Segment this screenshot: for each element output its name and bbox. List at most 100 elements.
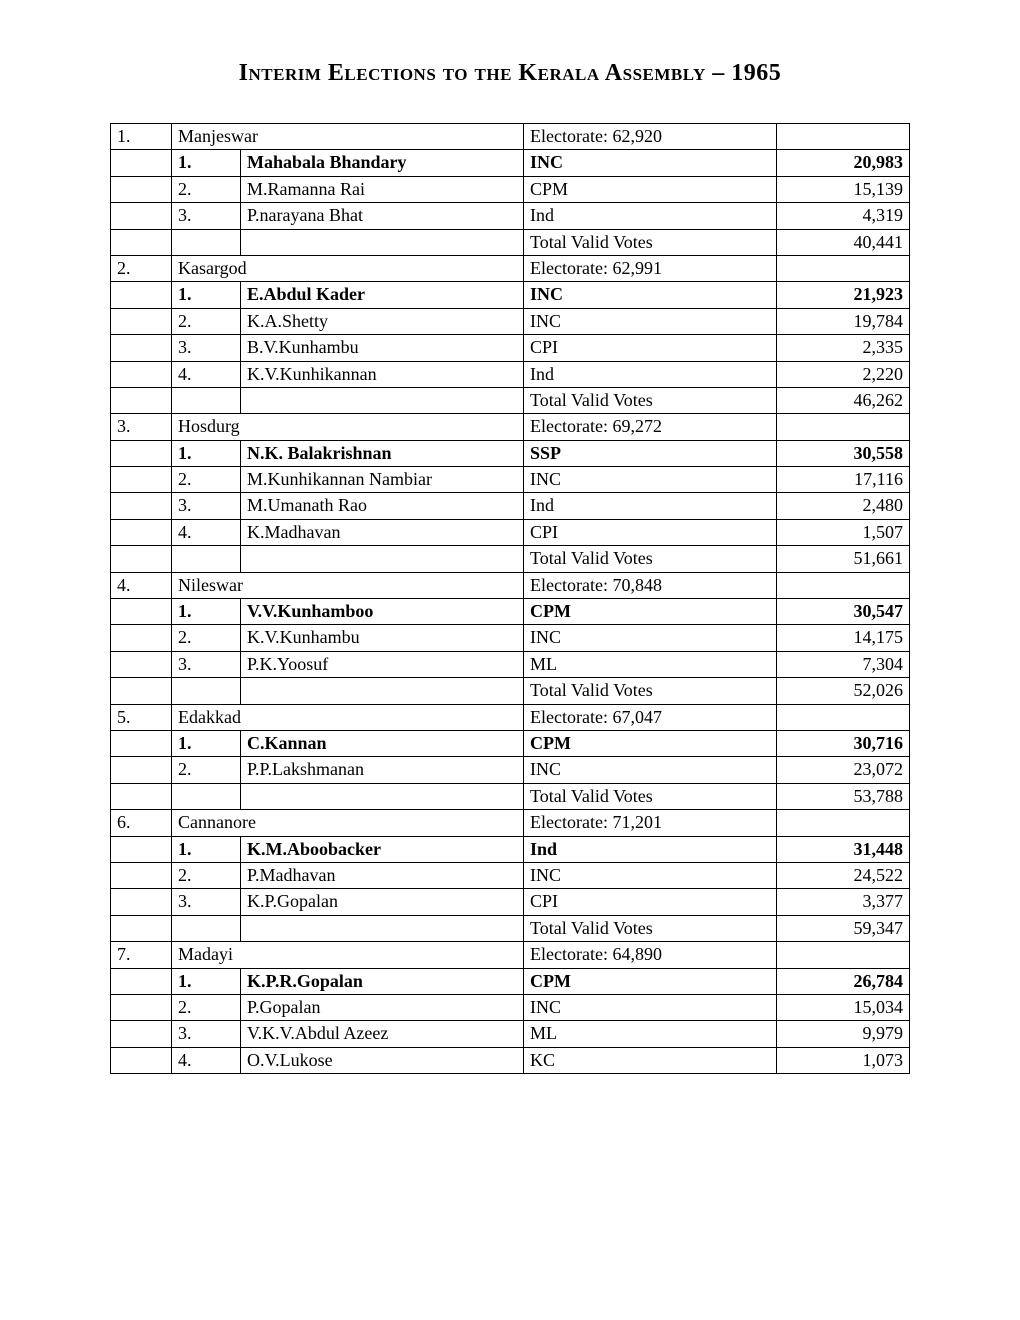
candidate-rank: 4. — [172, 1047, 241, 1073]
candidate-party: CPM — [524, 968, 777, 994]
candidate-name: K.A.Shetty — [241, 308, 524, 334]
candidate-row: 4.O.V.LukoseKC1,073 — [111, 1047, 910, 1073]
candidate-name: K.M.Aboobacker — [241, 836, 524, 862]
candidate-votes: 20,983 — [777, 150, 910, 176]
candidate-votes: 1,507 — [777, 519, 910, 545]
candidate-party: KC — [524, 1047, 777, 1073]
candidate-name: V.V.Kunhamboo — [241, 599, 524, 625]
candidate-party: Ind — [524, 836, 777, 862]
candidate-row: 1.K.P.R.GopalanCPM26,784 — [111, 968, 910, 994]
tvv-label: Total Valid Votes — [524, 915, 777, 941]
total-valid-votes-row: Total Valid Votes46,262 — [111, 387, 910, 413]
candidate-votes: 15,034 — [777, 994, 910, 1020]
candidate-party: INC — [524, 150, 777, 176]
tvv-label: Total Valid Votes — [524, 546, 777, 572]
candidate-votes: 3,377 — [777, 889, 910, 915]
candidate-row: 1.C.KannanCPM30,716 — [111, 730, 910, 756]
candidate-votes: 4,319 — [777, 203, 910, 229]
candidate-votes: 26,784 — [777, 968, 910, 994]
candidate-rank: 1. — [172, 150, 241, 176]
tvv-value: 51,661 — [777, 546, 910, 572]
candidate-name: P.Gopalan — [241, 994, 524, 1020]
constituency-number: 2. — [111, 255, 172, 281]
candidate-party: CPI — [524, 889, 777, 915]
candidate-votes: 9,979 — [777, 1021, 910, 1047]
candidate-votes: 17,116 — [777, 467, 910, 493]
candidate-party: CPI — [524, 335, 777, 361]
candidate-rank: 2. — [172, 176, 241, 202]
candidate-row: 1.E.Abdul KaderINC21,923 — [111, 282, 910, 308]
candidate-party: INC — [524, 862, 777, 888]
constituency-number: 3. — [111, 414, 172, 440]
candidate-rank: 1. — [172, 440, 241, 466]
tvv-value: 46,262 — [777, 387, 910, 413]
candidate-votes: 7,304 — [777, 651, 910, 677]
electorate-cell: Electorate: 67,047 — [524, 704, 777, 730]
candidate-name: K.Madhavan — [241, 519, 524, 545]
candidate-rank: 3. — [172, 493, 241, 519]
tvv-value: 59,347 — [777, 915, 910, 941]
constituency-header-row: 4.NileswarElectorate: 70,848 — [111, 572, 910, 598]
candidate-name: N.K. Balakrishnan — [241, 440, 524, 466]
constituency-name: Nileswar — [172, 572, 524, 598]
candidate-party: ML — [524, 651, 777, 677]
candidate-row: 1.Mahabala BhandaryINC20,983 — [111, 150, 910, 176]
candidate-rank: 3. — [172, 889, 241, 915]
constituency-number: 7. — [111, 942, 172, 968]
candidate-name: B.V.Kunhambu — [241, 335, 524, 361]
candidate-name: K.P.R.Gopalan — [241, 968, 524, 994]
candidate-row: 2.P.P.LakshmananINC23,072 — [111, 757, 910, 783]
candidate-row: 2.M.Kunhikannan NambiarINC17,116 — [111, 467, 910, 493]
candidate-name: K.P.Gopalan — [241, 889, 524, 915]
constituency-number: 1. — [111, 124, 172, 150]
candidate-party: Ind — [524, 203, 777, 229]
candidate-name: K.V.Kunhambu — [241, 625, 524, 651]
total-valid-votes-row: Total Valid Votes52,026 — [111, 678, 910, 704]
candidate-rank: 1. — [172, 730, 241, 756]
candidate-name: P.Madhavan — [241, 862, 524, 888]
candidate-rank: 4. — [172, 519, 241, 545]
candidate-votes: 30,558 — [777, 440, 910, 466]
candidate-rank: 1. — [172, 836, 241, 862]
candidate-name: E.Abdul Kader — [241, 282, 524, 308]
candidate-name: V.K.V.Abdul Azeez — [241, 1021, 524, 1047]
electorate-cell: Electorate: 62,991 — [524, 255, 777, 281]
tvv-label: Total Valid Votes — [524, 229, 777, 255]
candidate-name: P.P.Lakshmanan — [241, 757, 524, 783]
candidate-rank: 3. — [172, 335, 241, 361]
constituency-name: Manjeswar — [172, 124, 524, 150]
candidate-rank: 2. — [172, 625, 241, 651]
tvv-label: Total Valid Votes — [524, 387, 777, 413]
candidate-votes: 19,784 — [777, 308, 910, 334]
constituency-header-row: 7.MadayiElectorate: 64,890 — [111, 942, 910, 968]
total-valid-votes-row: Total Valid Votes51,661 — [111, 546, 910, 572]
constituency-header-row: 6.CannanoreElectorate: 71,201 — [111, 810, 910, 836]
constituency-number: 4. — [111, 572, 172, 598]
constituency-name: Cannanore — [172, 810, 524, 836]
candidate-row: 2.P.MadhavanINC24,522 — [111, 862, 910, 888]
candidate-party: CPM — [524, 730, 777, 756]
candidate-party: CPM — [524, 599, 777, 625]
total-valid-votes-row: Total Valid Votes59,347 — [111, 915, 910, 941]
candidate-votes: 2,335 — [777, 335, 910, 361]
candidate-votes: 24,522 — [777, 862, 910, 888]
tvv-label: Total Valid Votes — [524, 783, 777, 809]
candidate-party: Ind — [524, 493, 777, 519]
constituency-header-row: 1.ManjeswarElectorate: 62,920 — [111, 124, 910, 150]
candidate-rank: 2. — [172, 994, 241, 1020]
candidate-votes: 31,448 — [777, 836, 910, 862]
constituency-number: 6. — [111, 810, 172, 836]
candidate-party: Ind — [524, 361, 777, 387]
candidate-rank: 3. — [172, 203, 241, 229]
candidate-votes: 23,072 — [777, 757, 910, 783]
constituency-header-row: 5.EdakkadElectorate: 67,047 — [111, 704, 910, 730]
candidate-party: INC — [524, 994, 777, 1020]
electorate-cell: Electorate: 71,201 — [524, 810, 777, 836]
candidate-votes: 21,923 — [777, 282, 910, 308]
constituency-number: 5. — [111, 704, 172, 730]
electorate-cell: Electorate: 62,920 — [524, 124, 777, 150]
candidate-votes: 30,547 — [777, 599, 910, 625]
candidate-row: 3.V.K.V.Abdul AzeezML9,979 — [111, 1021, 910, 1047]
candidate-party: SSP — [524, 440, 777, 466]
candidate-rank: 2. — [172, 467, 241, 493]
